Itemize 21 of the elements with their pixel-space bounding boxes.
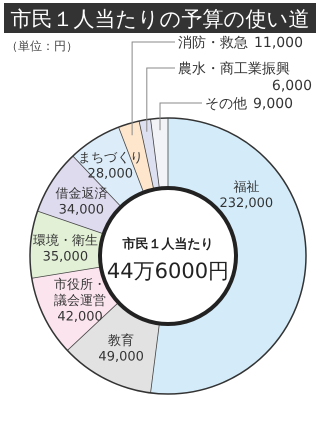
data-label: 49,000 (98, 350, 144, 365)
slice-label: まちづくり (78, 150, 143, 166)
text: 44万6000円 (106, 259, 230, 283)
text: 市民１人当たり (122, 236, 214, 252)
chart-subtitle: （単位：円） (6, 39, 78, 53)
data-label: 11,000 (254, 35, 303, 51)
slice-label: 環境・衛生 (32, 232, 98, 248)
data-label: 232,000 (219, 196, 274, 211)
data-label: 34,000 (58, 202, 104, 218)
data-label: 42,000 (57, 309, 103, 324)
slice-label: 福祉 (233, 180, 260, 195)
data-label: 35,000 (42, 249, 88, 264)
slice-label: 市役所・議会運営 (54, 277, 106, 308)
slice-label: 教育 (108, 332, 134, 349)
data-label: 6,000 (272, 78, 312, 94)
slice-label: 農水・商工業振興 (178, 61, 290, 77)
slice-label: 消防・救急 (178, 35, 248, 51)
data-label: 9,000 (253, 96, 294, 112)
chart-title: 市民１人当たりの予算の使い道 (10, 7, 310, 31)
slice-label: 借金返済 (55, 185, 108, 202)
slice-label: その他 (205, 96, 247, 112)
